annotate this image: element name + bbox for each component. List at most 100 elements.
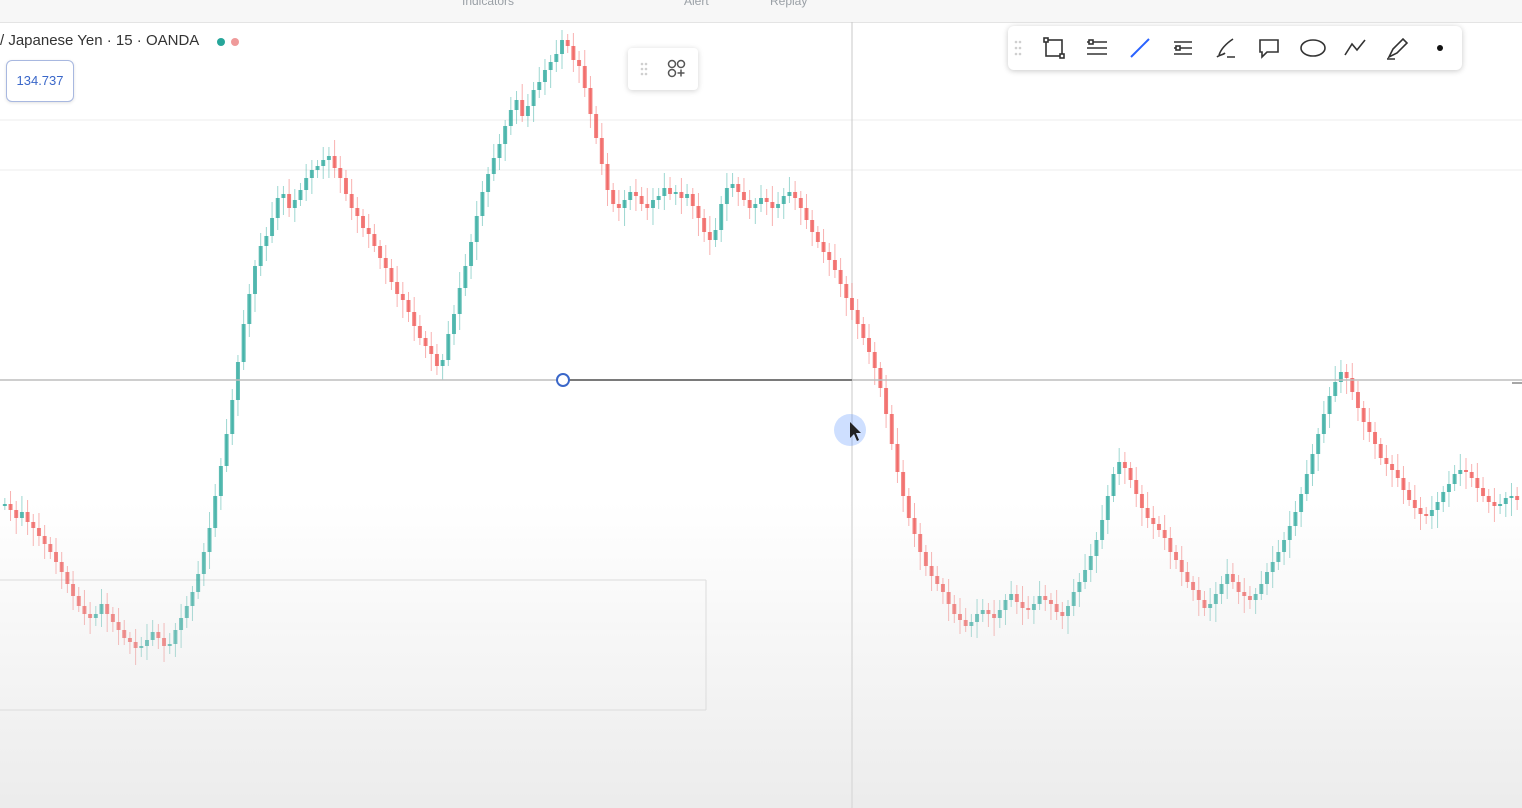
candle-up xyxy=(184,606,189,618)
candle-up xyxy=(656,196,661,200)
candle-down xyxy=(1390,464,1395,470)
candle-down xyxy=(389,268,394,282)
candle-down xyxy=(1367,422,1372,432)
object-tree-icon[interactable] xyxy=(667,59,686,78)
candle-down xyxy=(1128,468,1133,480)
candle-up xyxy=(326,156,331,160)
callout-icon[interactable] xyxy=(1255,34,1283,62)
dot-icon[interactable] xyxy=(1426,34,1454,62)
candle-down xyxy=(395,282,400,294)
candle-down xyxy=(1355,392,1360,408)
candle-up xyxy=(19,512,24,518)
replay-button[interactable]: Replay xyxy=(770,0,808,8)
candle-up xyxy=(281,194,286,198)
candle-down xyxy=(582,66,587,88)
candle-down xyxy=(872,352,877,368)
price-tag[interactable]: 134.737 xyxy=(6,60,74,102)
candle-up xyxy=(1009,594,1014,600)
horizontal-lines-icon[interactable] xyxy=(1169,34,1197,62)
candle-up xyxy=(1327,396,1332,414)
candle-up xyxy=(253,266,257,294)
candle-up xyxy=(1037,596,1042,604)
candle-down xyxy=(1020,602,1025,608)
pen-icon[interactable] xyxy=(1384,34,1412,62)
candle-down xyxy=(31,522,36,528)
candle-down xyxy=(861,324,866,338)
candle-down xyxy=(1361,408,1366,422)
candle-up xyxy=(1293,512,1298,526)
candle-down xyxy=(639,196,644,204)
candle-up xyxy=(713,230,718,240)
candle-down xyxy=(1373,432,1378,444)
candle-down xyxy=(810,220,815,232)
line-anchor-handle[interactable] xyxy=(556,373,570,387)
candle-down xyxy=(821,242,826,252)
candle-down xyxy=(867,338,872,352)
candle-up xyxy=(230,400,235,434)
candle-up xyxy=(497,144,502,158)
drag-handle-icon[interactable] xyxy=(1010,34,1026,62)
candle-up xyxy=(1253,594,1258,600)
candle-up xyxy=(554,54,559,62)
candle-down xyxy=(1043,596,1048,600)
candle-down xyxy=(156,632,161,638)
candle-up xyxy=(787,192,792,196)
brush-icon[interactable] xyxy=(1212,34,1240,62)
candle-down xyxy=(605,164,610,190)
candle-series xyxy=(2,30,1520,665)
candle-up xyxy=(1333,382,1338,396)
candle-down xyxy=(577,60,582,66)
candle-up xyxy=(724,188,729,204)
candle-down xyxy=(952,604,957,614)
chart-canvas[interactable] xyxy=(0,22,1522,808)
candle-down xyxy=(383,258,388,268)
candle-up xyxy=(2,504,7,506)
candle-down xyxy=(1486,496,1491,502)
candle-down xyxy=(366,228,371,234)
candle-down xyxy=(25,512,30,522)
candle-up xyxy=(264,236,269,246)
candle-down xyxy=(770,202,775,208)
status-dots xyxy=(216,33,245,50)
candle-up xyxy=(270,218,275,236)
candle-down xyxy=(1191,582,1196,590)
candle-up xyxy=(451,314,456,334)
candle-up xyxy=(503,126,508,144)
rectangle-icon[interactable] xyxy=(1040,34,1068,62)
candle-down xyxy=(14,510,19,518)
ellipse-icon[interactable] xyxy=(1298,34,1326,62)
candle-down xyxy=(1122,462,1127,468)
candle-down xyxy=(1156,524,1161,530)
candle-up xyxy=(730,184,735,188)
candle-down xyxy=(1418,508,1423,514)
candle-up xyxy=(1265,572,1269,584)
candle-down xyxy=(1134,480,1139,494)
candle-up xyxy=(99,604,104,614)
candle-up xyxy=(139,646,144,648)
candle-down xyxy=(1202,600,1207,608)
candle-up xyxy=(474,216,479,242)
path-icon[interactable] xyxy=(1341,34,1369,62)
parallel-channel-icon[interactable] xyxy=(1083,34,1111,62)
trend-line-icon[interactable] xyxy=(1126,34,1154,62)
candle-down xyxy=(849,298,854,310)
candle-up xyxy=(1310,454,1315,474)
candle-up xyxy=(144,640,149,646)
candle-down xyxy=(1151,518,1156,524)
candle-down xyxy=(986,610,991,614)
alert-button[interactable]: Alert xyxy=(684,0,709,8)
candle-up xyxy=(1282,540,1287,552)
candle-up xyxy=(167,644,172,646)
candle-up xyxy=(1435,502,1440,510)
candle-down xyxy=(434,354,439,366)
candle-down xyxy=(36,528,41,536)
candle-down xyxy=(901,472,906,496)
candle-down xyxy=(1168,538,1173,552)
candle-down xyxy=(412,312,417,326)
indicators-button[interactable]: Indicators xyxy=(462,0,515,8)
candle-up xyxy=(753,204,758,208)
candle-up xyxy=(1071,592,1076,606)
candle-down xyxy=(611,190,616,204)
drag-handle-icon[interactable] xyxy=(640,62,648,76)
floating-widget[interactable] xyxy=(628,48,698,90)
